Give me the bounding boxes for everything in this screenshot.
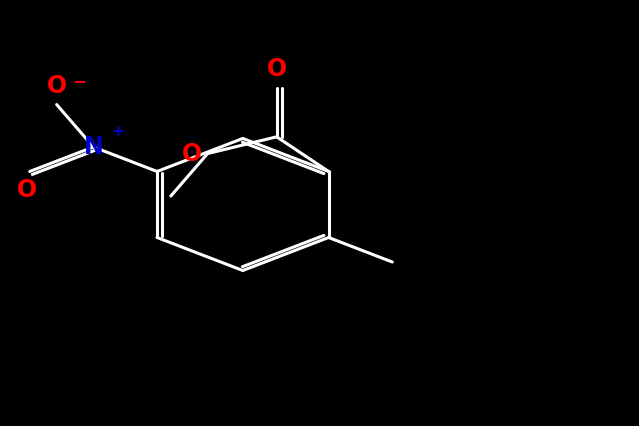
Text: N: N	[84, 135, 104, 159]
Text: O: O	[182, 141, 203, 166]
Text: O: O	[17, 178, 36, 202]
Text: −: −	[73, 72, 86, 89]
Text: O: O	[47, 74, 66, 98]
Text: +: +	[111, 124, 124, 139]
Text: O: O	[266, 58, 287, 81]
